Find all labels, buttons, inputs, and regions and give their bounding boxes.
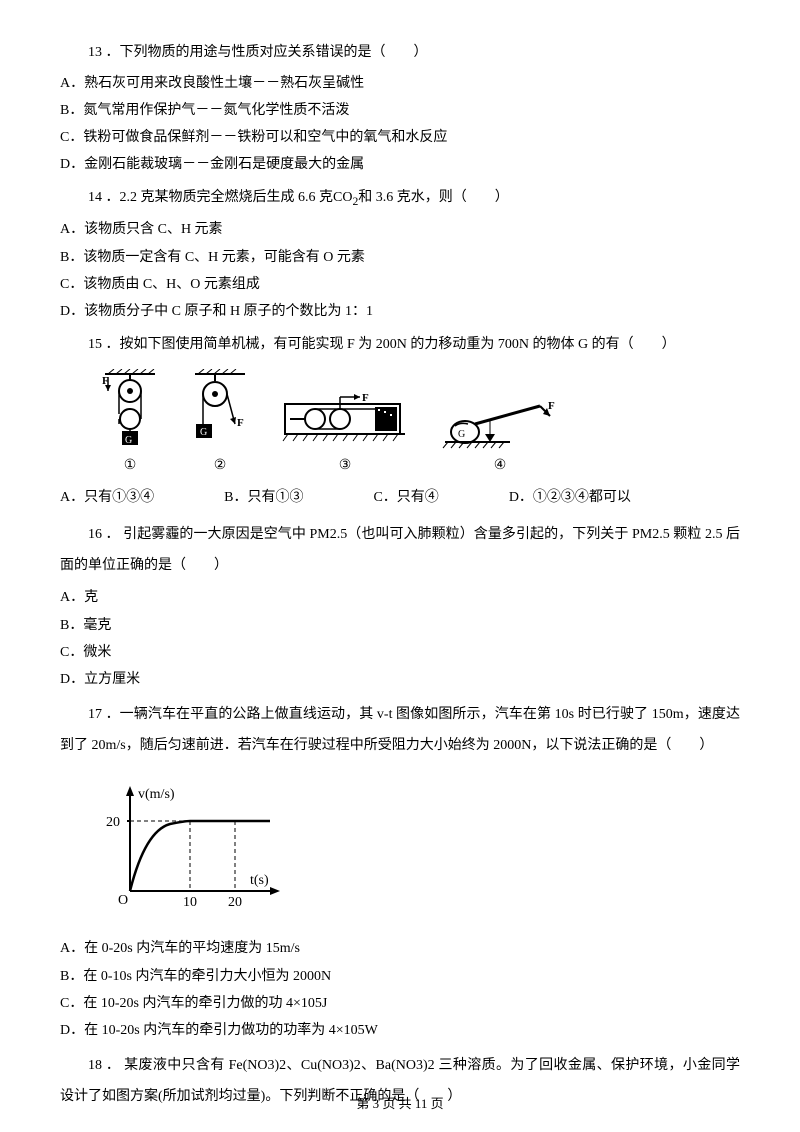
q14-option-b: B．该物质一定含有 C、H 元素，可能含有 O 元素	[60, 245, 740, 270]
pulley-icon-2: F G	[190, 369, 250, 449]
q13-option-b: B．氮气常用作保护气－－氮气化学性质不活泼	[60, 98, 740, 123]
q15-options: A．只有①③④ B．只有①③ C．只有④ D．①②③④都可以	[60, 485, 740, 512]
q15-option-c: C．只有④	[373, 485, 438, 512]
q16-header: 16 ． 引起雾霾的一大原因是空气中 PM2.5（也叫可入肺颗粒）含量多引起的，…	[60, 520, 740, 582]
svg-text:G: G	[140, 435, 148, 446]
origin-o: O	[118, 893, 128, 908]
q14-header: 14 ．2.2 克某物质完全燃烧后生成 6.6 克CO2和 3.6 克水，则（ …	[60, 185, 740, 213]
mech-2: F G ②	[190, 369, 250, 480]
q13-option-a: A．熟石灰可用来改良酸性土壤－－熟石灰呈碱性	[60, 71, 740, 96]
xlabel: t(s)	[250, 873, 269, 888]
svg-text:F: F	[237, 417, 244, 429]
lever-icon-4: G F	[440, 394, 560, 449]
mech-3: F ③	[280, 389, 410, 480]
q15-option-b: B．只有①③	[224, 485, 303, 512]
q17-header: 17 ．一辆汽车在平直的公路上做直线运动，其 v-t 图像如图所示，汽车在第 1…	[60, 700, 740, 762]
mech-4-label: ④	[494, 453, 507, 480]
q13-option-d: D．金刚石能裁玻璃－－金刚石是硬度最大的金属	[60, 152, 740, 177]
question-13: 13 ．下列物质的用途与性质对应关系错误的是（ ） A．熟石灰可用来改良酸性土壤…	[60, 40, 740, 177]
q14-header-b: 和 3.6 克水，则（ ）	[358, 190, 509, 205]
question-17: 17 ．一辆汽车在平直的公路上做直线运动，其 v-t 图像如图所示，汽车在第 1…	[60, 700, 740, 1043]
q16-option-b: B．毫克	[60, 613, 740, 638]
question-15: 15 ．按如下图使用简单机械，有可能实现 F 为 200N 的力移动重为 700…	[60, 332, 740, 512]
svg-text:G: G	[458, 429, 465, 440]
q14-option-d: D．该物质分子中 C 原子和 H 原子的个数比为 1：1	[60, 299, 740, 324]
q14-option-a: A．该物质只含 C、H 元素	[60, 217, 740, 242]
q15-option-a: A．只有①③④	[60, 485, 154, 512]
pulley-icon-3: F	[280, 389, 410, 449]
mech-1-label: ①	[124, 453, 137, 480]
xtick-20: 20	[228, 895, 242, 910]
q14-co2: CO2	[333, 190, 358, 205]
q17-option-a: A．在 0-20s 内汽车的平均速度为 15m/s	[60, 936, 740, 961]
q13-option-c: C．铁粉可做食品保鲜剂－－铁粉可以和空气中的氧气和水反应	[60, 125, 740, 150]
q17-chart: 20 10 20 O v(m/s) t(s)	[100, 776, 740, 927]
question-14: 14 ．2.2 克某物质完全燃烧后生成 6.6 克CO2和 3.6 克水，则（ …	[60, 185, 740, 324]
mech-1: F G G ①	[100, 369, 160, 480]
xtick-10: 10	[183, 895, 197, 910]
q17-option-d: D．在 10-20s 内汽车的牵引力做功的功率为 4×105W	[60, 1018, 740, 1043]
mech-2-label: ②	[214, 453, 227, 480]
q17-option-c: C．在 10-20s 内汽车的牵引力做的功 4×105J	[60, 991, 740, 1016]
q17-option-b: B．在 0-10s 内汽车的牵引力大小恒为 2000N	[60, 964, 740, 989]
q16-option-d: D．立方厘米	[60, 667, 740, 692]
svg-text:F: F	[548, 400, 555, 412]
q13-header: 13 ．下列物质的用途与性质对应关系错误的是（ ）	[60, 40, 740, 67]
mech-3-label: ③	[339, 453, 352, 480]
svg-text:F: F	[362, 392, 369, 404]
question-16: 16 ． 引起雾霾的一大原因是空气中 PM2.5（也叫可入肺颗粒）含量多引起的，…	[60, 520, 740, 692]
q14-option-c: C．该物质由 C、H、O 元素组成	[60, 272, 740, 297]
q15-figures: F G G ① F G	[100, 369, 740, 480]
svg-text:G: G	[200, 427, 207, 438]
page-footer: 第 3 页 共 11 页	[0, 1093, 800, 1112]
q15-option-d: D．①②③④都可以	[509, 485, 631, 512]
svg-text:G: G	[125, 435, 132, 446]
q16-option-a: A．克	[60, 585, 740, 610]
q15-header: 15 ．按如下图使用简单机械，有可能实现 F 为 200N 的力移动重为 700…	[60, 332, 740, 359]
pulley-icon-1: F G G	[100, 369, 160, 449]
ytick-20: 20	[106, 815, 120, 830]
vt-graph-icon: 20 10 20 O v(m/s) t(s)	[100, 776, 290, 916]
q14-header-a: 14 ．2.2 克某物质完全燃烧后生成 6.6 克	[88, 190, 333, 205]
q16-option-c: C．微米	[60, 640, 740, 665]
mech-4: G F ④	[440, 394, 560, 480]
ylabel: v(m/s)	[138, 787, 175, 802]
